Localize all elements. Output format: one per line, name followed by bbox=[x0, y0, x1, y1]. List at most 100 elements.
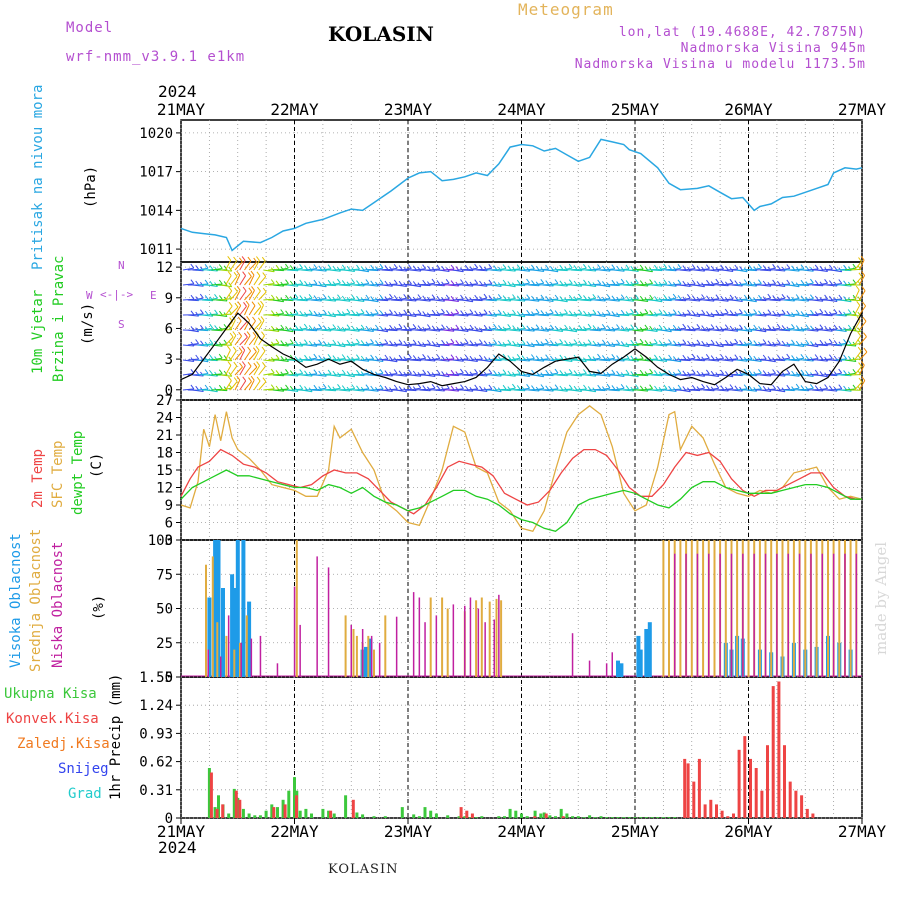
wind-barb bbox=[575, 283, 587, 286]
wind-barb-tick bbox=[351, 325, 356, 331]
wind-barb-tick bbox=[824, 278, 828, 284]
wind-barb bbox=[320, 357, 332, 361]
wind-barb-tick bbox=[237, 316, 242, 322]
wind-barb-tick bbox=[190, 263, 195, 269]
wind-barb bbox=[632, 329, 644, 332]
wind-barb bbox=[532, 298, 544, 301]
wind-barb-tick bbox=[483, 293, 488, 299]
wind-barb-tick bbox=[218, 279, 223, 285]
wind-barb-tick bbox=[829, 369, 833, 375]
legend-hail: Grad bbox=[68, 786, 102, 802]
cloud-bar-mid bbox=[216, 622, 219, 677]
wind-barb-tick bbox=[724, 308, 729, 314]
wind-barb bbox=[547, 372, 559, 376]
wind-barb-tick bbox=[270, 294, 275, 300]
panel-frame bbox=[180, 676, 863, 819]
wind-barb-tick bbox=[285, 384, 289, 390]
precip-bar-total bbox=[258, 815, 262, 818]
wind-barb bbox=[646, 342, 658, 346]
wind-barb-tick bbox=[858, 272, 863, 278]
wind-barb bbox=[362, 342, 374, 346]
precip-bar-conv bbox=[777, 681, 781, 818]
precip-bar-conv bbox=[697, 758, 701, 818]
wind-barb-tick bbox=[289, 280, 294, 286]
wind-barb-tick bbox=[725, 355, 729, 361]
wind-barb bbox=[291, 344, 303, 347]
wind-barb bbox=[395, 313, 407, 316]
wind-barb bbox=[679, 389, 691, 393]
wind-barb bbox=[443, 358, 455, 361]
wind-barb bbox=[849, 329, 861, 333]
wind-barb-tick bbox=[602, 339, 606, 345]
wind-barb-tick bbox=[422, 385, 427, 390]
wind-barb-tick bbox=[304, 354, 308, 360]
wind-barb-tick bbox=[374, 309, 379, 314]
wind-barb bbox=[187, 343, 199, 346]
wind-barb-tick bbox=[209, 354, 214, 360]
wind-barb bbox=[736, 269, 748, 273]
wind-barb-tick bbox=[238, 257, 243, 263]
wind-barb-tick bbox=[384, 370, 389, 375]
wind-barb bbox=[424, 269, 436, 272]
wind-barb-tick bbox=[857, 280, 862, 286]
wind-barb-tick bbox=[654, 264, 658, 270]
wind-barb-tick bbox=[720, 385, 725, 390]
wind-barb-tick bbox=[241, 361, 246, 366]
wind-barb bbox=[722, 282, 734, 286]
wind-barb bbox=[542, 284, 554, 287]
wind-barb bbox=[580, 299, 592, 302]
wind-barb bbox=[670, 388, 682, 391]
wind-barb bbox=[722, 298, 734, 301]
compass-e: E bbox=[150, 289, 157, 302]
wind-barb-tick bbox=[322, 309, 327, 315]
wind-barb bbox=[646, 314, 658, 317]
wind-barb-tick bbox=[332, 324, 337, 329]
wind-barb bbox=[476, 313, 488, 316]
wind-barb bbox=[622, 299, 634, 302]
precip-bar-total bbox=[554, 816, 557, 818]
wind-barb bbox=[707, 269, 719, 272]
wind-barb bbox=[395, 374, 407, 377]
wind-barb-tick bbox=[583, 263, 587, 269]
wind-barb bbox=[523, 344, 535, 348]
wind-barb bbox=[816, 282, 828, 286]
wind-barb bbox=[584, 297, 596, 301]
legend-snow: Snijeg bbox=[58, 761, 109, 777]
wind-barb bbox=[182, 388, 194, 391]
wind-barb-tick bbox=[190, 310, 195, 316]
cloud-bar-low bbox=[498, 594, 500, 677]
wind-barb bbox=[693, 387, 705, 391]
wind-barb bbox=[622, 284, 634, 287]
wind-barb bbox=[764, 283, 776, 286]
wind-barb bbox=[305, 268, 317, 271]
wind-barb-tick bbox=[227, 376, 232, 382]
wind-barb bbox=[305, 283, 317, 286]
wind-barb bbox=[504, 284, 516, 288]
wind-barb bbox=[315, 284, 327, 288]
cloud-bar-low bbox=[708, 553, 710, 677]
wind-barb-tick bbox=[838, 368, 843, 374]
wind-barb bbox=[239, 380, 247, 391]
dewpoint-line bbox=[180, 469, 862, 533]
wind-barb bbox=[329, 298, 341, 301]
wind-barb-tick bbox=[360, 355, 365, 361]
wind-barb bbox=[248, 351, 257, 361]
wind-barb-tick bbox=[545, 338, 549, 344]
wind-barb bbox=[419, 314, 431, 318]
wind-barb bbox=[594, 343, 606, 346]
wind-barb-tick bbox=[270, 384, 275, 390]
wind-barb-tick bbox=[261, 331, 265, 337]
wind-barb-tick bbox=[280, 340, 285, 345]
wind-barb-tick bbox=[691, 353, 696, 359]
cloud-bar-mid bbox=[355, 635, 358, 677]
wind-barb-tick bbox=[422, 369, 427, 375]
wind-barb-tick bbox=[521, 265, 526, 271]
wind-barb-tick bbox=[483, 309, 488, 315]
cloud-bar-mid bbox=[679, 540, 682, 677]
wind-barb-tick bbox=[389, 293, 393, 299]
wind-barb bbox=[428, 329, 440, 332]
cloud-bar-low bbox=[571, 633, 574, 677]
wind-barb-tick bbox=[856, 300, 861, 306]
wind-barb bbox=[845, 372, 856, 376]
wind-barb bbox=[778, 344, 790, 347]
